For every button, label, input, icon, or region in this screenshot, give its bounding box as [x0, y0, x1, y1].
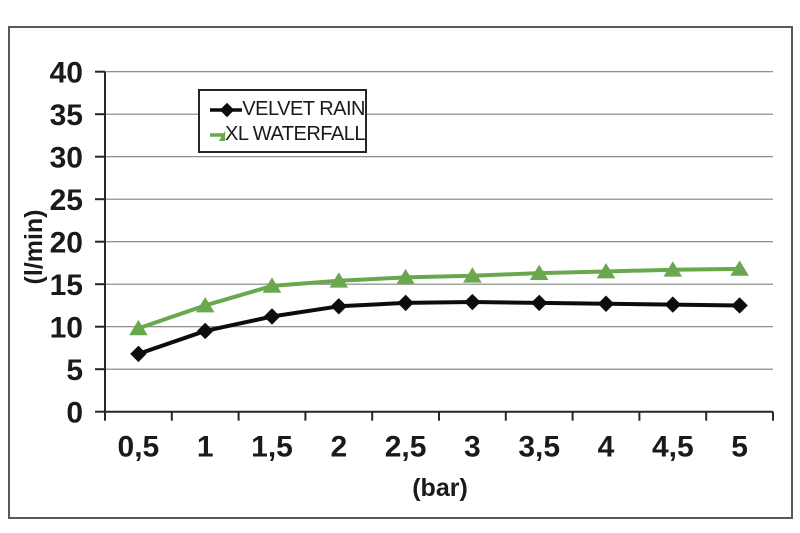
- xl-waterfall-line-marker-icon: [210, 130, 226, 141]
- data-point-velvet-rain: [263, 308, 281, 325]
- legend-item-xl-waterfall: XL WATERFALL: [210, 122, 365, 147]
- legend-label-xl-waterfall: XL WATERFALL: [225, 123, 365, 145]
- data-point-xl-waterfall: [529, 264, 549, 281]
- data-point-velvet-rain: [130, 345, 147, 363]
- y-tick-label: 20: [50, 227, 83, 260]
- x-tick-label: 1: [197, 431, 214, 464]
- legend: VELVET RAIN XL WATERFALL: [198, 89, 367, 153]
- y-axis-title: (l/min): [20, 209, 48, 285]
- data-point-velvet-rain: [330, 298, 348, 315]
- legend-marker-shape: [218, 130, 226, 141]
- data-point-velvet-rain: [664, 296, 682, 313]
- data-point-xl-waterfall: [329, 272, 349, 288]
- data-point-xl-waterfall: [195, 296, 215, 313]
- legend-marker-shape: [219, 102, 235, 117]
- legend-label-velvet-rain: VELVET RAIN: [242, 98, 365, 120]
- data-point-velvet-rain: [196, 322, 214, 340]
- x-tick-label: 2,5: [385, 431, 427, 464]
- data-point-velvet-rain: [731, 297, 748, 314]
- data-point-velvet-rain: [597, 295, 615, 312]
- y-tick-label: 25: [50, 184, 83, 217]
- y-tick-label: 40: [50, 57, 83, 90]
- plot-area: 0 5 10 15 20 25 30 35 40 0,5 1 1,5 2 2,5 3 3,5 4 4,5 5: [50, 57, 774, 464]
- series-line-xl-waterfall: [137, 266, 740, 331]
- data-point-xl-waterfall: [396, 268, 415, 285]
- x-tick-label: 2: [330, 431, 347, 464]
- y-tick-label: 35: [50, 99, 83, 132]
- data-point-xl-waterfall: [463, 267, 482, 283]
- x-tick-label: 5: [731, 431, 748, 464]
- y-tick-label: 15: [50, 269, 83, 302]
- x-tick-label: 0,5: [118, 431, 160, 464]
- series-line-velvet-rain: [137, 300, 740, 356]
- velvet-rain-line-marker-icon: [210, 102, 243, 117]
- data-point-velvet-rain: [464, 293, 481, 311]
- data-point-velvet-rain: [530, 294, 548, 312]
- x-axis-title: (bar): [412, 474, 468, 502]
- data-point-velvet-rain: [397, 294, 414, 312]
- x-tick-label: 3,5: [518, 431, 560, 464]
- data-point-xl-waterfall: [129, 319, 148, 336]
- x-tick-label: 4: [598, 431, 615, 464]
- x-tick-label: 4,5: [652, 431, 694, 464]
- chart-frame: 0 5 10 15 20 25 30 35 40 0,5 1 1,5 2 2,5 3 3,5 4 4,5 5 VEL…: [8, 26, 793, 519]
- data-point-xl-waterfall: [596, 262, 616, 279]
- data-point-xl-waterfall: [663, 261, 683, 277]
- legend-item-velvet-rain: VELVET RAIN: [210, 97, 365, 122]
- x-tick-label: 3: [464, 431, 481, 464]
- data-point-xl-waterfall: [730, 260, 749, 276]
- y-tick-label: 30: [50, 142, 83, 175]
- y-tick-label: 10: [50, 312, 83, 345]
- x-tick-label: 1,5: [251, 431, 293, 464]
- data-point-xl-waterfall: [262, 277, 282, 293]
- y-tick-label: 5: [66, 354, 83, 387]
- y-tick-label: 0: [66, 397, 83, 430]
